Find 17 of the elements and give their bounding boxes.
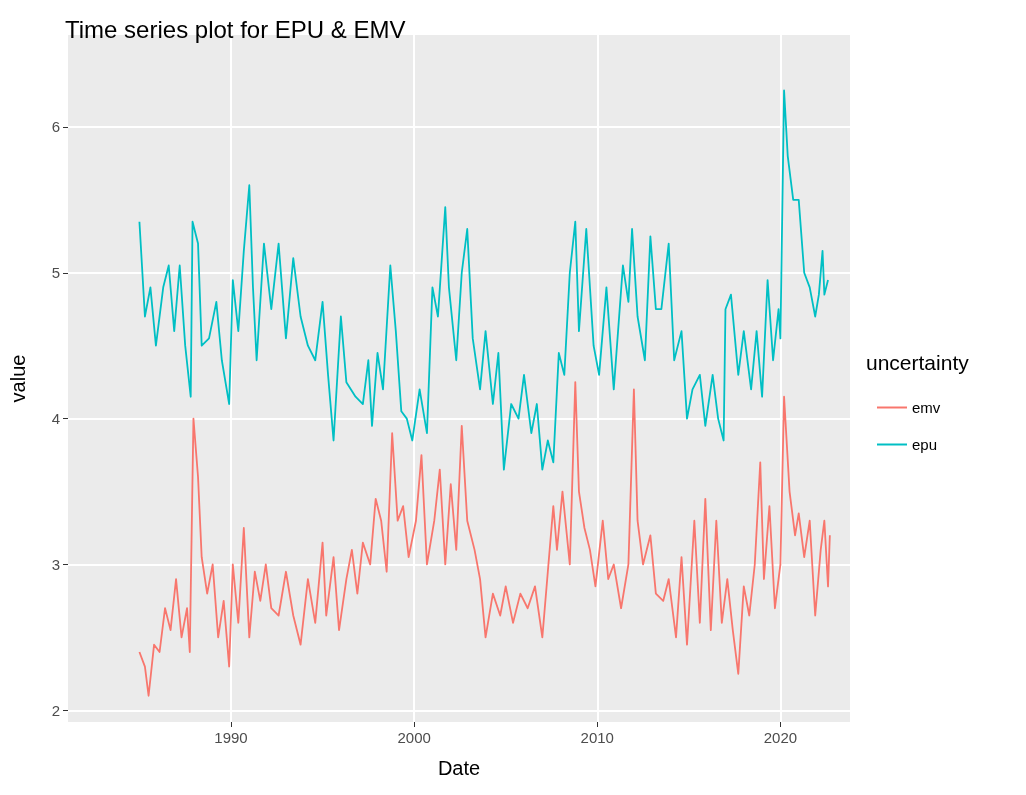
y-tick-label: 5 xyxy=(51,264,60,282)
legend-title: uncertainty xyxy=(866,351,970,374)
y-tick-label: 2 xyxy=(51,701,60,719)
y-tick-label: 4 xyxy=(51,410,60,428)
legend-label: emv xyxy=(912,399,941,416)
legend-label: epu xyxy=(912,436,938,453)
chart-title: Time series plot for EPU & EMV xyxy=(65,15,406,43)
x-tick-label: 2010 xyxy=(580,729,614,746)
x-tick-label: 1990 xyxy=(214,729,248,746)
line-series xyxy=(138,89,829,471)
x-tick-label: 2000 xyxy=(397,729,431,746)
x-tick-label: 2020 xyxy=(763,729,798,746)
x-axis-title: Date xyxy=(437,757,481,779)
line-series xyxy=(138,381,831,697)
y-tick-label: 3 xyxy=(51,555,60,573)
y-tick-label: 6 xyxy=(51,118,60,136)
y-axis-title: value xyxy=(7,354,29,403)
